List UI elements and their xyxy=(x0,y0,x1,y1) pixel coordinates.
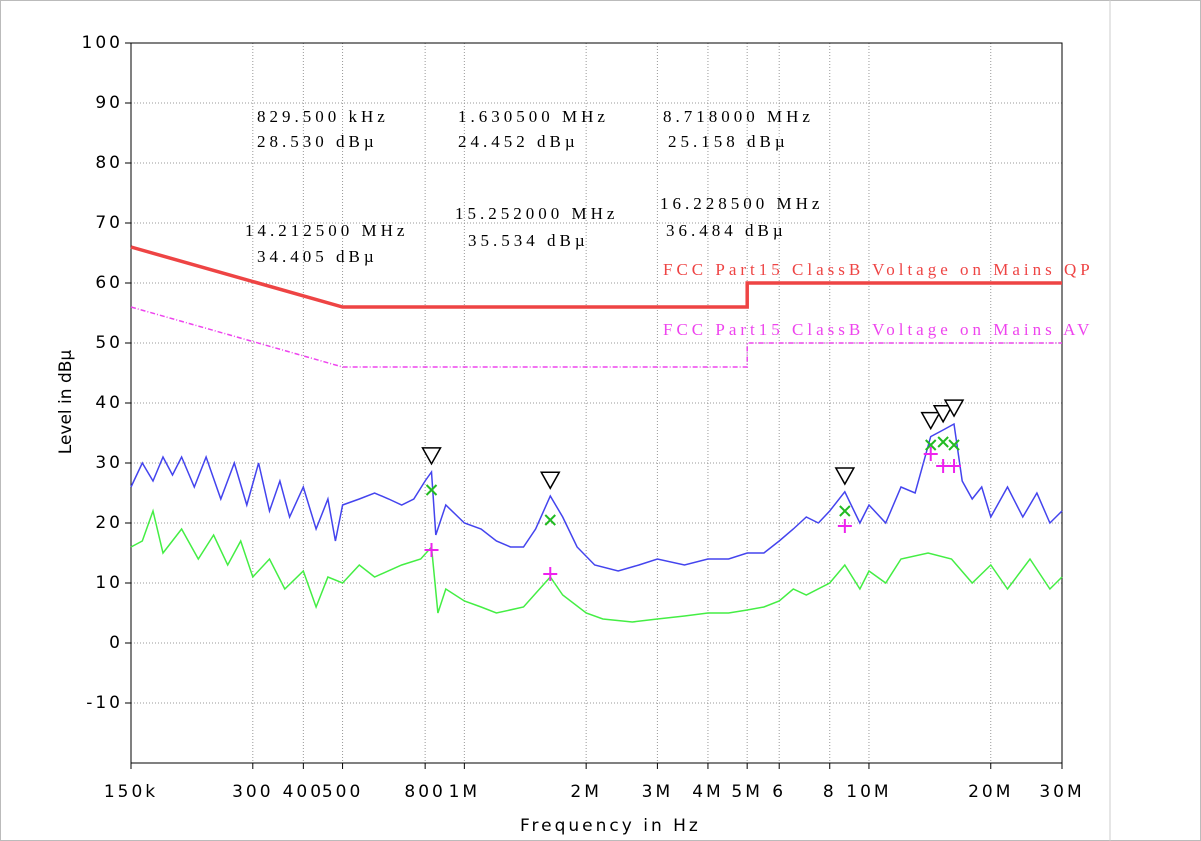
y-axis-label: Level in dBµ xyxy=(56,350,76,455)
marker-annotation: 24.452 dBµ xyxy=(458,132,579,151)
y-tick-label: 20 xyxy=(95,513,123,533)
y-tick-label: 100 xyxy=(82,33,123,53)
y-tick-label: 40 xyxy=(95,393,123,413)
marker-annotation: 25.158 dBµ xyxy=(668,132,789,151)
series-line xyxy=(130,422,1063,572)
av-marker xyxy=(947,459,962,473)
peak-marker xyxy=(920,411,942,431)
series-line xyxy=(130,245,1062,309)
qp-marker xyxy=(937,436,949,448)
x-tick-label: 10M xyxy=(846,782,891,802)
x-tick-label: 300 xyxy=(232,782,273,802)
x-tick-label: 20M xyxy=(968,782,1013,802)
av-marker xyxy=(923,447,938,461)
marker-annotation: 16.228500 MHz xyxy=(660,194,823,213)
y-tick-label: -10 xyxy=(86,693,123,713)
y-tick-label: 50 xyxy=(95,333,123,353)
marker-annotation: 1.630500 MHz xyxy=(458,107,609,126)
x-tick-label: 5M xyxy=(731,782,762,802)
y-tick-label: 10 xyxy=(95,573,123,593)
x-tick-label: 800 xyxy=(404,782,445,802)
x-axis-label: Frequency in Hz xyxy=(520,816,701,836)
x-tick-label: 150k xyxy=(104,782,158,802)
x-tick-label: 1M xyxy=(449,782,480,802)
marker-annotation: 36.484 dBµ xyxy=(666,221,787,240)
av-marker xyxy=(543,567,558,581)
x-tick-label: 400 xyxy=(283,782,324,802)
peak-marker xyxy=(943,399,965,418)
limit-label: FCC Part15 ClassB Voltage on Mains QP xyxy=(663,260,1094,279)
peak-marker xyxy=(421,447,442,466)
y-tick-label: 80 xyxy=(95,153,123,173)
av-marker xyxy=(837,519,852,533)
qp-marker xyxy=(925,439,937,451)
x-tick-label: 6 xyxy=(772,782,786,802)
x-tick-label: 500 xyxy=(322,782,363,802)
marker-annotation: 28.530 dBµ xyxy=(257,132,378,151)
y-tick-label: 30 xyxy=(95,453,123,473)
marker-annotation: 35.534 dBµ xyxy=(468,231,589,250)
y-tick-label: 90 xyxy=(95,93,123,113)
marker-annotation: 8.718000 MHz xyxy=(663,107,814,126)
marker-annotation: 829.500 kHz xyxy=(257,107,389,126)
x-tick-label: 2M xyxy=(570,782,601,802)
x-tick-label: 4M xyxy=(692,782,723,802)
marker-annotation: 14.212500 MHz xyxy=(245,221,408,240)
x-tick-label: 3M xyxy=(642,782,673,802)
y-tick-label: 0 xyxy=(109,633,123,653)
x-tick-label: 30M xyxy=(1039,782,1084,802)
peak-marker xyxy=(932,405,954,424)
y-tick-label: 70 xyxy=(95,213,123,233)
marker-annotation: 15.252000 MHz xyxy=(455,204,618,223)
qp-marker xyxy=(425,484,438,496)
qp-marker xyxy=(544,514,556,526)
qp-marker xyxy=(839,505,851,517)
qp-marker xyxy=(948,439,960,451)
series-line xyxy=(130,306,1062,368)
peak-marker xyxy=(834,467,856,486)
limit-label: FCC Part15 ClassB Voltage on Mains AV xyxy=(663,320,1093,339)
y-tick-label: 60 xyxy=(95,273,123,293)
marker-annotation: 34.405 dBµ xyxy=(257,247,378,266)
x-tick-label: 8 xyxy=(823,782,837,802)
av-marker xyxy=(424,543,439,557)
peak-marker xyxy=(539,471,561,490)
